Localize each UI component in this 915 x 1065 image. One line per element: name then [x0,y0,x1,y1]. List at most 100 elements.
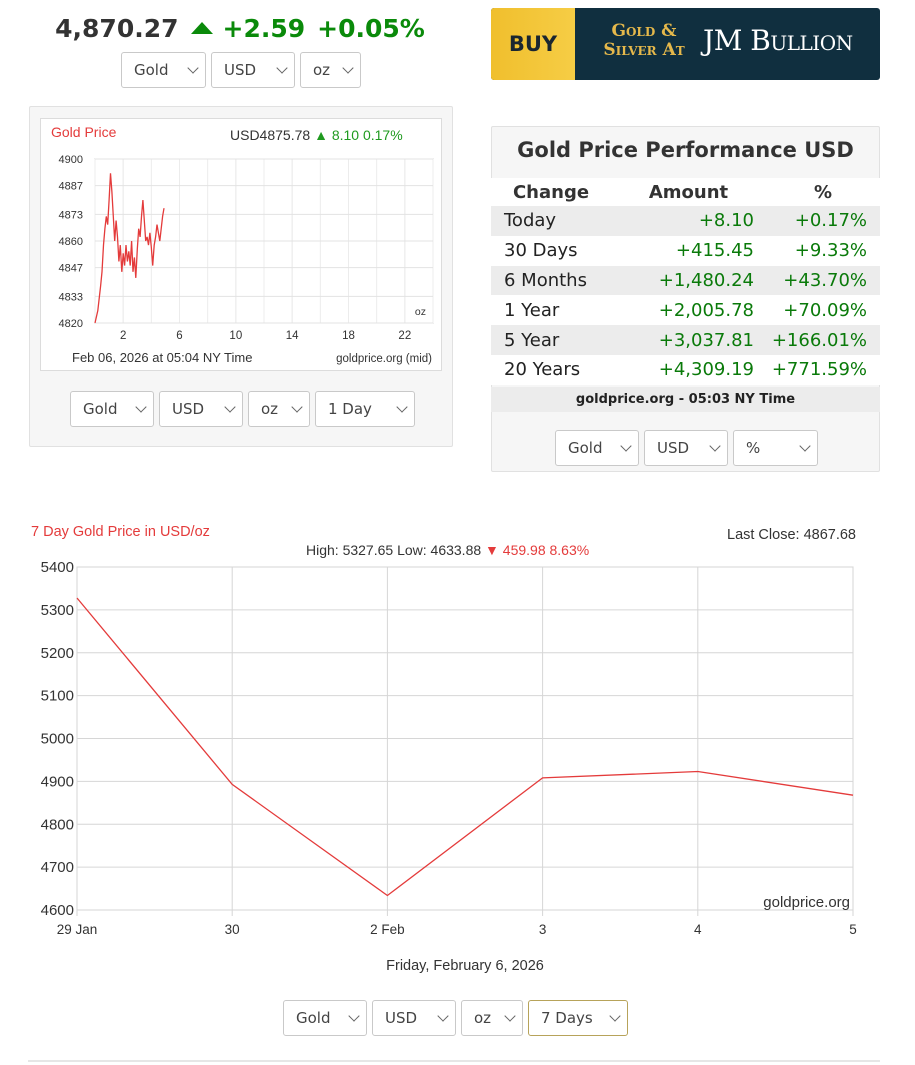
mini-x-tick: 22 [398,330,411,342]
current-price: 4,870.27 [55,14,179,43]
mini-y-tick: 4873 [59,209,83,221]
banner-brand: JM Bullion [703,24,853,57]
row-label: 5 Year [491,325,611,355]
week-x-tick: 4 [694,922,702,937]
week-y-tick: 4900 [41,773,74,790]
row-percent: +9.33% [766,235,880,266]
mini-price-change: 8.10 0.17% [331,127,403,143]
row-amount: +8.10 [611,206,766,236]
banner-tagline: Gold & Silver At [589,22,699,60]
down-triangle-icon: ▼ [485,542,499,558]
week-y-tick: 4800 [41,816,74,833]
week-x-tick: 29 Jan [57,922,98,937]
col-header-amount: Amount [611,178,766,206]
row-amount: +2,005.78 [611,295,766,326]
week-watermark: goldprice.org [763,894,850,911]
performance-table: Change Amount % Today +8.10 +0.17% 30 Da… [491,178,880,385]
week-x-tick: 3 [539,922,547,937]
row-label: 20 Years [491,354,611,385]
row-amount: +1,480.24 [611,265,766,296]
mini-usd-price: USD4875.78 [230,127,311,143]
week-y-tick: 5400 [41,559,74,576]
row-label: 6 Months [491,265,611,296]
col-header-percent: % [766,178,880,206]
price-ticker: 4,870.27 +2.59 +0.05% [0,14,480,43]
mini-range-select[interactable]: 1 Day [315,391,415,427]
up-arrow-icon [190,22,213,34]
mini-x-tick: 14 [286,330,299,342]
row-percent: +771.59% [766,354,880,385]
mini-chart-title: Gold Price [51,124,117,140]
perf-format-select[interactable]: % [733,430,818,466]
jm-bullion-banner[interactable]: BUY Gold & Silver At JM Bullion [491,8,880,80]
row-label: 1 Year [491,295,611,326]
mini-currency-select[interactable]: USD [159,391,243,427]
row-percent: +43.70% [766,265,880,296]
high-low-summary: High: 5327.65 Low: 4633.88 ▼ 459.98 8.63… [306,542,589,558]
unit-select[interactable]: oz [300,52,361,88]
high-low-values: High: 5327.65 Low: 4633.88 [306,542,482,558]
mini-unit-label: oz [415,306,426,318]
table-row: 1 Year +2,005.78 +70.09% [491,295,880,326]
live-gold-chart: 2 6 10 14 18 22 4900 4887 4873 4860 4847 4833 4820 oz… [59,154,434,365]
banner-buy-label: BUY [491,8,575,80]
col-header-change: Change [491,178,611,206]
performance-footer: goldprice.org - 05:03 NY Time [491,387,880,412]
row-amount: +3,037.81 [611,325,766,355]
row-percent: +166.01% [766,325,880,355]
week-x-tick: 5 [849,922,857,937]
week-y-tick: 5100 [41,688,74,705]
table-row: Today +8.10 +0.17% [491,206,880,236]
table-row: 6 Months +1,480.24 +43.70% [491,265,880,296]
perf-metal-select[interactable]: Gold [555,430,639,466]
week-range-select[interactable]: 7 Days [528,1000,628,1036]
week-metal-select[interactable]: Gold [283,1000,367,1036]
mini-unit-select[interactable]: oz [248,391,310,427]
mini-y-tick: 4900 [59,154,83,166]
week-gold-chart: 4600 4700 4800 4900 5000 5100 5200 5300 5400 29 J… [41,559,857,974]
week-x-tick: 2 Feb [370,922,405,937]
price-change-percent: +0.05% [317,14,425,43]
metal-select[interactable]: Gold [121,52,206,88]
mini-source: goldprice.org (mid) [336,353,432,365]
mini-y-tick: 4833 [59,291,83,303]
row-label: Today [491,206,611,236]
mini-metal-select[interactable]: Gold [70,391,154,427]
last-close: Last Close: 4867.68 [727,527,856,543]
mini-y-tick: 4847 [59,263,83,275]
row-percent: +70.09% [766,295,880,326]
week-change: 459.98 8.63% [502,542,590,558]
mini-price-line [94,173,165,324]
week-chart-title: 7 Day Gold Price in USD/oz [31,524,210,540]
mini-y-tick: 4820 [59,318,83,330]
week-x-tick: 30 [225,922,240,937]
week-price-line [76,597,854,897]
mini-y-tick: 4860 [59,236,83,248]
performance-title: Gold Price Performance USD [517,138,854,162]
week-y-tick: 5200 [41,645,74,662]
week-unit-select[interactable]: oz [461,1000,523,1036]
week-y-tick: 5300 [41,602,74,619]
mini-x-tick: 18 [342,330,355,342]
banner-tagline-line2: Silver At [603,40,685,60]
mini-chart-price: USD4875.78 ▲ 8.10 0.17% [230,127,403,143]
week-currency-select[interactable]: USD [372,1000,456,1036]
mini-timestamp: Feb 06, 2026 at 05:04 NY Time [72,350,252,365]
row-percent: +0.17% [766,206,880,236]
row-amount: +4,309.19 [611,354,766,385]
currency-select[interactable]: USD [211,52,295,88]
perf-currency-select[interactable]: USD [644,430,728,466]
week-date-caption: Friday, February 6, 2026 [386,958,544,974]
banner-tagline-line1: Gold & [611,21,677,41]
mini-x-tick: 2 [120,330,126,342]
up-triangle-icon: ▲ [314,127,328,143]
row-amount: +415.45 [611,235,766,266]
mini-x-tick: 10 [229,330,242,342]
table-row: 20 Years +4,309.19 +771.59% [491,354,880,385]
price-change: +2.59 [222,14,306,43]
week-y-tick: 4600 [41,902,74,919]
mini-y-tick: 4887 [59,181,83,193]
table-row: 30 Days +415.45 +9.33% [491,235,880,266]
table-row: 5 Year +3,037.81 +166.01% [491,325,880,355]
week-y-tick: 4700 [41,859,74,876]
